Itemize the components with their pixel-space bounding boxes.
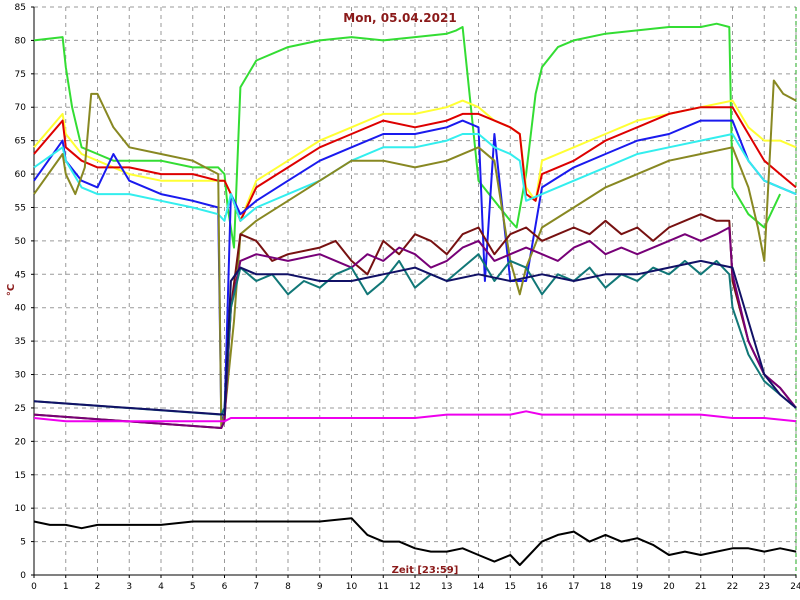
x-tick-label: 0	[31, 582, 37, 592]
series-line-6	[33, 79, 797, 429]
series-line-10	[33, 259, 797, 416]
series-line-5	[33, 133, 797, 222]
x-tick-label: 9	[317, 582, 323, 592]
series-line-7	[33, 213, 797, 429]
x-axis-label: Zeit [23:59]	[392, 565, 459, 576]
x-tick-label: 6	[222, 582, 228, 592]
y-tick-label: 10	[15, 504, 27, 514]
series-line-2	[33, 99, 797, 222]
y-tick-label: 70	[15, 103, 27, 113]
y-tick-label: 45	[15, 270, 26, 280]
x-tick-label: 15	[505, 582, 516, 592]
y-tick-label: 80	[15, 36, 27, 46]
x-tick-label: 8	[285, 582, 291, 592]
x-tick-label: 4	[158, 582, 164, 592]
x-tick-label: 24	[790, 582, 800, 592]
y-tick-label: 30	[15, 371, 27, 381]
series-line-1	[33, 22, 782, 249]
x-tick-label: 5	[190, 582, 196, 592]
y-tick-label: 40	[15, 304, 27, 314]
y-tick-label: 65	[15, 137, 26, 147]
y-tick-labels: 0 5 10 15 20 25 30 35 40 45 50 55 60 65 70 75 80 85	[15, 3, 34, 581]
x-tick-label: 10	[346, 582, 358, 592]
y-tick-label: 85	[15, 3, 26, 13]
y-tick-label: 50	[15, 237, 27, 247]
x-tick-label: 14	[473, 582, 485, 592]
y-tick-label: 25	[15, 404, 26, 414]
x-tick-label: 1	[63, 582, 69, 592]
y-tick-label: 5	[20, 538, 26, 548]
series-line-11	[33, 410, 797, 423]
series-line-9	[33, 253, 797, 416]
x-tick-label: 18	[600, 582, 612, 592]
series-line-3	[33, 106, 797, 222]
x-tick-label: 20	[663, 582, 675, 592]
x-tick-label: 2	[95, 582, 101, 592]
y-tick-label: 20	[15, 437, 27, 447]
x-tick-label: 19	[632, 582, 644, 592]
x-tick-label: 17	[568, 582, 579, 592]
chart-title: Mon, 05.04.2021	[343, 11, 456, 25]
series-line-12	[33, 517, 797, 566]
y-tick-label: 35	[15, 337, 26, 347]
x-tick-label: 23	[759, 582, 770, 592]
y-tick-label: 60	[15, 170, 27, 180]
grid	[34, 6, 797, 575]
x-tick-labels: 0 1 2 3 4 5 6 7 8 9 10 11 12 13 14 15 16 17 18 19 20 21 22 23 24	[31, 575, 800, 592]
x-tick-label: 22	[727, 582, 738, 592]
series-line-4	[33, 119, 797, 423]
y-tick-label: 15	[15, 471, 26, 481]
x-tick-label: 21	[695, 582, 706, 592]
x-tick-label: 16	[536, 582, 548, 592]
x-tick-label: 13	[441, 582, 452, 592]
x-tick-label: 3	[126, 582, 132, 592]
y-tick-label: 75	[15, 70, 26, 80]
x-tick-label: 12	[409, 582, 420, 592]
x-tick-label: 11	[378, 582, 389, 592]
y-axis-label: °C	[6, 284, 17, 296]
series-group	[33, 22, 797, 566]
series-line-8	[33, 226, 797, 429]
y-tick-label: 0	[20, 571, 26, 581]
y-tick-label: 55	[15, 203, 26, 213]
x-tick-label: 7	[253, 582, 259, 592]
